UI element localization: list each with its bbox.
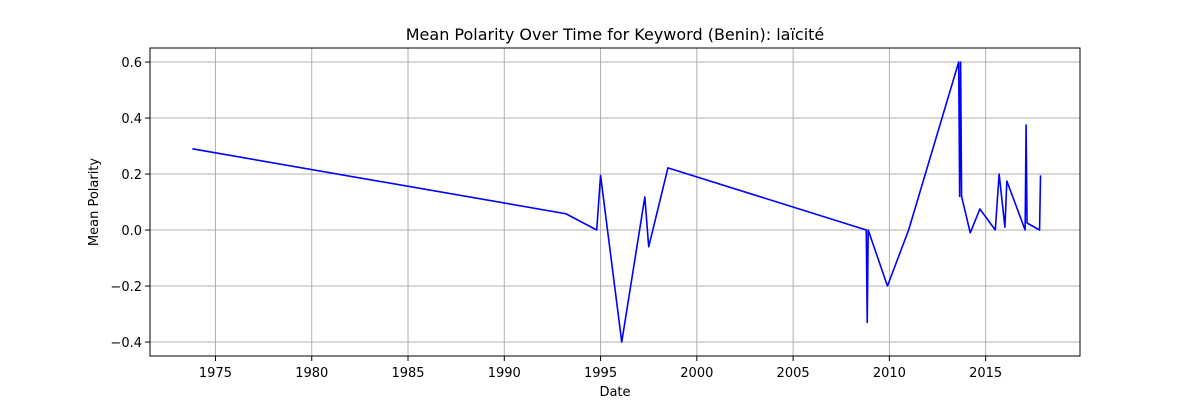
y-axis-label: Mean Polarity [87, 158, 102, 247]
x-axis-ticks: 1975 1980 1985 1990 1995 2000 2005 2010 2015 [199, 356, 1002, 381]
x-tick-label: 1990 [488, 366, 521, 381]
x-tick-label: 2015 [969, 366, 1002, 381]
y-tick-label: 0.4 [121, 112, 142, 127]
x-axis-label: Date [599, 385, 630, 400]
y-tick-label: 0.2 [121, 168, 142, 183]
y-tick-label: 0.6 [121, 56, 142, 71]
x-tick-label: 1995 [584, 366, 617, 381]
y-tick-label: −0.4 [110, 336, 142, 351]
x-tick-label: 2000 [680, 366, 713, 381]
x-tick-label: 1980 [295, 366, 328, 381]
x-tick-label: 1975 [199, 366, 232, 381]
x-tick-label: 2005 [777, 366, 810, 381]
x-tick-label: 1985 [391, 366, 424, 381]
y-axis-ticks: −0.4 −0.2 0.0 0.2 0.4 0.6 [110, 56, 150, 351]
plot-frame [149, 47, 1081, 357]
series-layer [192, 61, 1042, 343]
chart-title: Mean Polarity Over Time for Keyword (Ben… [406, 25, 825, 44]
y-tick-label: 0.0 [121, 224, 142, 239]
polarity-line [192, 61, 1042, 343]
x-tick-label: 2010 [873, 366, 906, 381]
y-tick-label: −0.2 [110, 280, 142, 295]
grid-lines [150, 48, 1080, 356]
